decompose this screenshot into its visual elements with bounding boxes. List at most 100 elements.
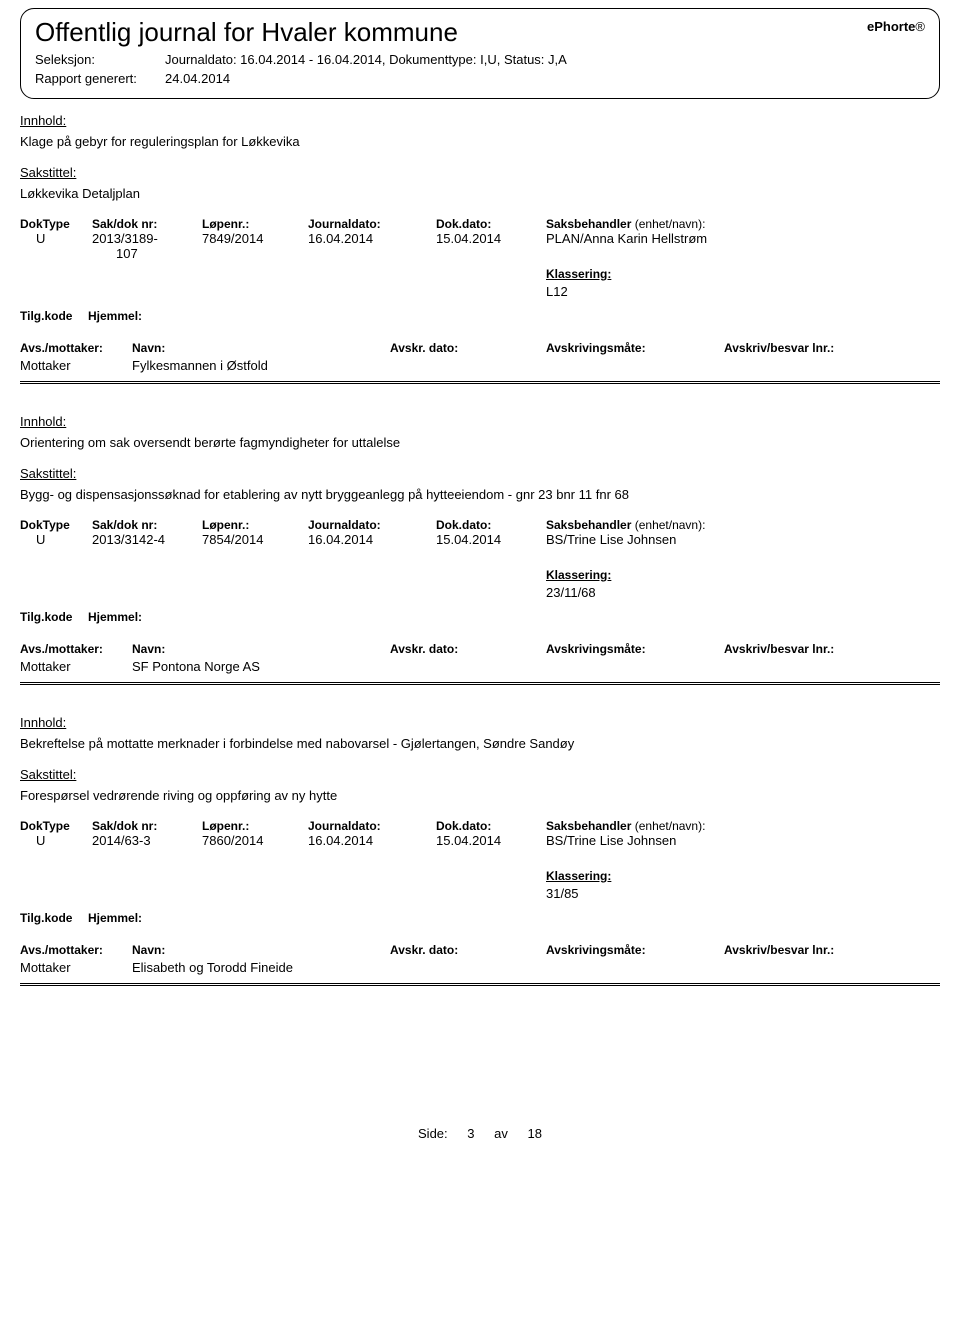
avs-header-row: Avs./mottaker: Navn: Avskr. dato: Avskri… [20, 341, 940, 355]
hjemmel-row: Tilg.kode Hjemmel: [20, 911, 940, 925]
val-lopenr: 7849/2014 [202, 231, 308, 263]
sakstittel-text: Bygg- og dispensasjonssøknad for etabler… [20, 487, 940, 502]
col-ddato: Dok.dato: [436, 518, 546, 532]
val-mottaker-navn: Elisabeth og Torodd Fineide [132, 960, 940, 975]
klass-label: Klassering: [546, 568, 611, 582]
avs-value-row: Mottaker Elisabeth og Torodd Fineide [20, 960, 940, 975]
col-jdato: Journaldato: [308, 518, 436, 532]
klass-value: L12 [546, 284, 611, 299]
hjemmel-label: Hjemmel: [88, 911, 142, 925]
tilgkode-label: Tilg.kode [20, 610, 88, 624]
val-mottaker-navn: Fylkesmannen i Østfold [132, 358, 940, 373]
doc-header-row: DokType Sak/dok nr: Løpenr.: Journaldato… [20, 217, 940, 231]
val-sakdok: 2013/3189- 107 [92, 231, 202, 263]
col-ddato: Dok.dato: [436, 217, 546, 231]
doc-header-row: DokType Sak/dok nr: Løpenr.: Journaldato… [20, 819, 940, 833]
report-title: Offentlig journal for Hvaler kommune [35, 17, 925, 48]
journal-entry: Innhold: Klage på gebyr for reguleringsp… [20, 113, 940, 384]
selection-row: Seleksjon: Journaldato: 16.04.2014 - 16.… [35, 52, 925, 67]
journal-entry: Innhold: Bekreftelse på mottatte merknad… [20, 715, 940, 986]
col-navn: Navn: [132, 943, 390, 957]
col-avskrl: Avskriv/besvar lnr.: [724, 341, 940, 355]
page-footer: Side: 3 av 18 [20, 1126, 940, 1141]
generated-row: Rapport generert: 24.04.2014 [35, 71, 925, 86]
klass-row: Klassering: L12 [20, 267, 940, 299]
sakstittel-label: Sakstittel: [20, 767, 940, 782]
col-sakdok: Sak/dok nr: [92, 518, 202, 532]
val-sbeh: BS/Trine Lise Johnsen [546, 833, 940, 865]
val-mottaker-navn: SF Pontona Norge AS [132, 659, 940, 674]
brand-text: ePhorte [867, 19, 915, 34]
val-ddato: 15.04.2014 [436, 833, 546, 865]
doc-value-row: U 2014/63-3 7860/2014 16.04.2014 15.04.2… [20, 833, 940, 865]
avs-header-row: Avs./mottaker: Navn: Avskr. dato: Avskri… [20, 943, 940, 957]
val-jdato: 16.04.2014 [308, 833, 436, 865]
report-header: ePhorte® Offentlig journal for Hvaler ko… [20, 8, 940, 99]
val-jdato: 16.04.2014 [308, 231, 436, 263]
selection-value: Journaldato: 16.04.2014 - 16.04.2014, Do… [165, 52, 567, 67]
separator [20, 985, 940, 986]
val-sbeh: PLAN/Anna Karin Hellstrøm [546, 231, 940, 263]
hjemmel-row: Tilg.kode Hjemmel: [20, 610, 940, 624]
hjemmel-label: Hjemmel: [88, 610, 142, 624]
innhold-label: Innhold: [20, 113, 940, 128]
innhold-label: Innhold: [20, 414, 940, 429]
separator [20, 383, 940, 384]
val-lopenr: 7860/2014 [202, 833, 308, 865]
hjemmel-label: Hjemmel: [88, 309, 142, 323]
col-avskrm: Avskrivingsmåte: [546, 341, 724, 355]
av-label: av [494, 1126, 508, 1141]
side-label: Side: [418, 1126, 448, 1141]
avs-value-row: Mottaker SF Pontona Norge AS [20, 659, 940, 674]
val-ddato: 15.04.2014 [436, 532, 546, 564]
col-avskr-dato: Avskr. dato: [390, 642, 546, 656]
innhold-label: Innhold: [20, 715, 940, 730]
col-ddato: Dok.dato: [436, 819, 546, 833]
tilgkode-label: Tilg.kode [20, 309, 88, 323]
avs-value-row: Mottaker Fylkesmannen i Østfold [20, 358, 940, 373]
brand: ePhorte® [867, 19, 925, 34]
val-doktype: U [20, 231, 92, 263]
doc-header-row: DokType Sak/dok nr: Løpenr.: Journaldato… [20, 518, 940, 532]
col-lopenr: Løpenr.: [202, 819, 308, 833]
col-doktype: DokType [20, 217, 92, 231]
avs-header-row: Avs./mottaker: Navn: Avskr. dato: Avskri… [20, 642, 940, 656]
val-doktype: U [20, 833, 92, 865]
klass-label: Klassering: [546, 869, 611, 883]
separator [20, 684, 940, 685]
col-avskrl: Avskriv/besvar lnr.: [724, 943, 940, 957]
col-sakdok: Sak/dok nr: [92, 819, 202, 833]
col-sbeh: Saksbehandler (enhet/navn): [546, 217, 940, 231]
klass-row: Klassering: 31/85 [20, 869, 940, 901]
sakstittel-label: Sakstittel: [20, 165, 940, 180]
reg-mark: ® [915, 19, 925, 34]
doc-value-row: U 2013/3142-4 7854/2014 16.04.2014 15.04… [20, 532, 940, 564]
total-pages: 18 [528, 1126, 542, 1141]
klass-value: 31/85 [546, 886, 611, 901]
col-jdato: Journaldato: [308, 217, 436, 231]
col-avskrm: Avskrivingsmåte: [546, 943, 724, 957]
col-doktype: DokType [20, 518, 92, 532]
col-avskr-dato: Avskr. dato: [390, 341, 546, 355]
col-lopenr: Løpenr.: [202, 518, 308, 532]
col-avskrl: Avskriv/besvar lnr.: [724, 642, 940, 656]
innhold-text: Orientering om sak oversendt berørte fag… [20, 435, 940, 450]
col-sakdok: Sak/dok nr: [92, 217, 202, 231]
innhold-text: Klage på gebyr for reguleringsplan for L… [20, 134, 940, 149]
val-mottaker-role: Mottaker [20, 358, 132, 373]
sakstittel-text: Forespørsel vedrørende riving og oppføri… [20, 788, 940, 803]
innhold-text: Bekreftelse på mottatte merknader i forb… [20, 736, 940, 751]
col-avs: Avs./mottaker: [20, 642, 132, 656]
separator [20, 381, 940, 382]
selection-label: Seleksjon: [35, 52, 165, 67]
val-mottaker-role: Mottaker [20, 659, 132, 674]
val-doktype: U [20, 532, 92, 564]
generated-value: 24.04.2014 [165, 71, 230, 86]
sakstittel-text: Løkkevika Detaljplan [20, 186, 940, 201]
col-sbeh: Saksbehandler (enhet/navn): [546, 819, 940, 833]
val-ddato: 15.04.2014 [436, 231, 546, 263]
hjemmel-row: Tilg.kode Hjemmel: [20, 309, 940, 323]
col-sbeh: Saksbehandler (enhet/navn): [546, 518, 940, 532]
journal-entry: Innhold: Orientering om sak oversendt be… [20, 414, 940, 685]
col-avs: Avs./mottaker: [20, 943, 132, 957]
